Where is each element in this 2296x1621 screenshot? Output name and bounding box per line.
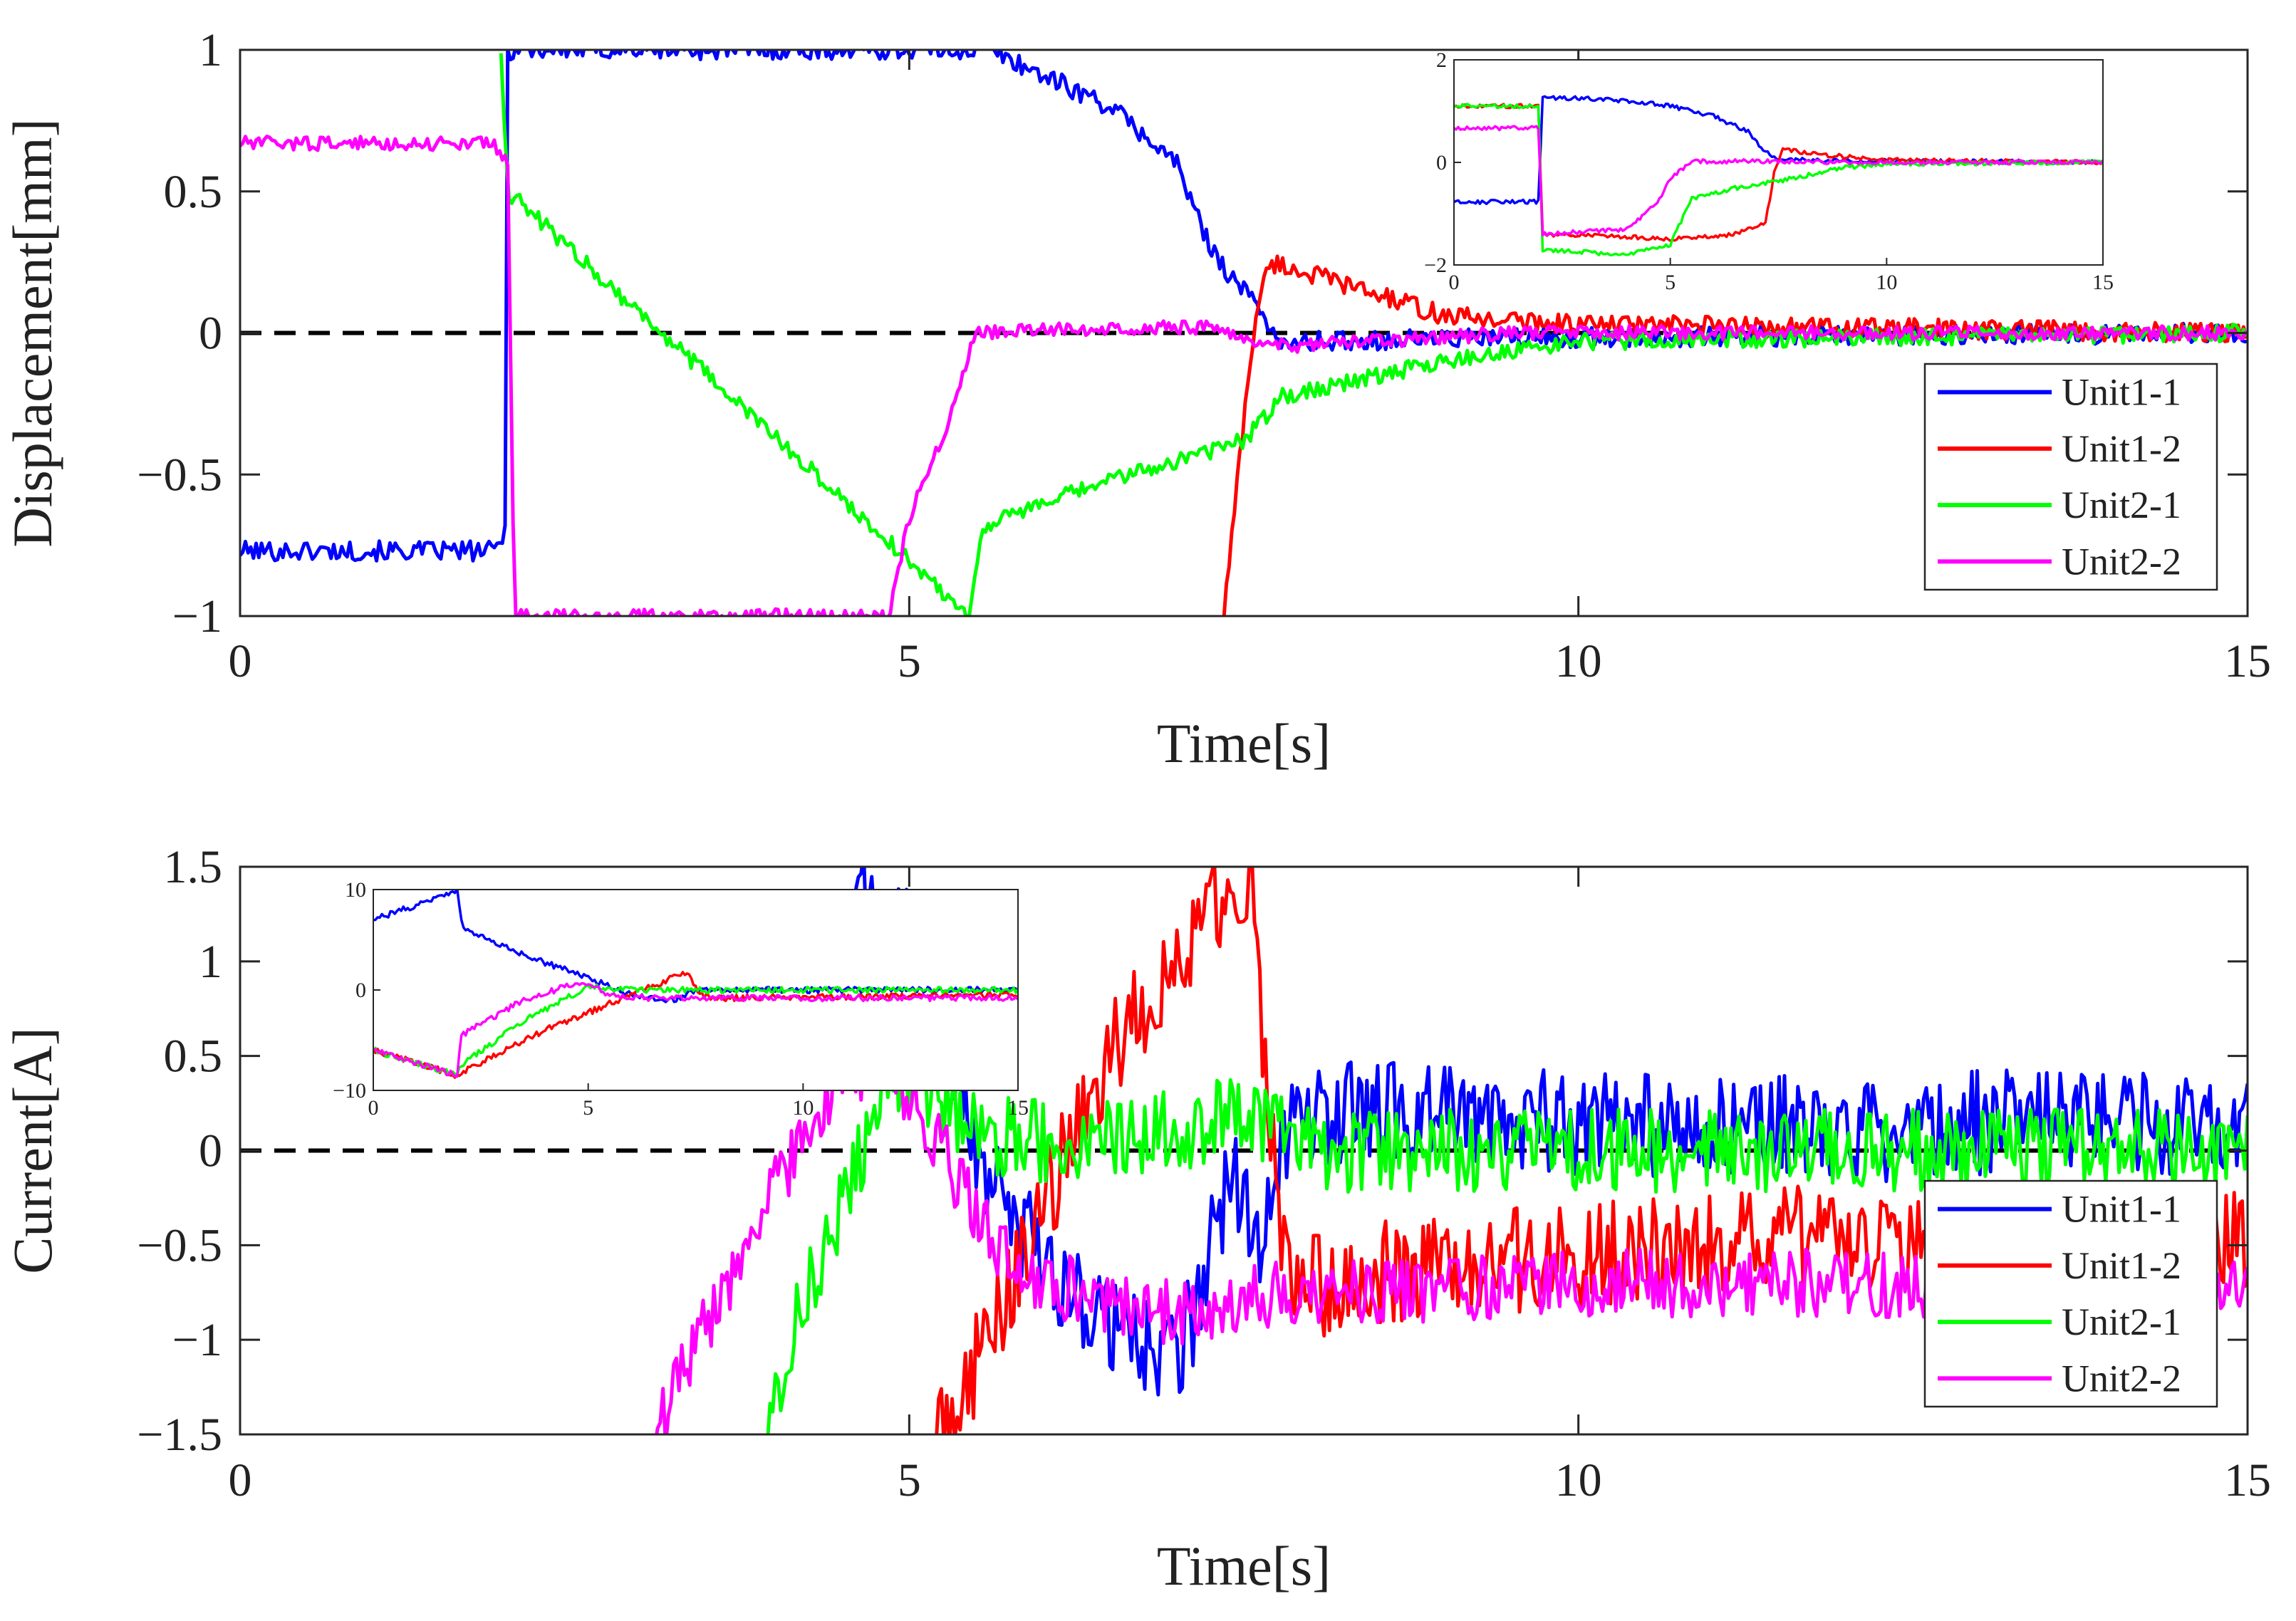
legend-label-unit2-2: Unit2-2: [2062, 540, 2181, 583]
inset-x-tick-label: 10: [792, 1096, 814, 1120]
series-line-unit2-2: [240, 135, 2248, 616]
inset-x-tick-label: 0: [1449, 271, 1460, 294]
inset-y-tick-label: 0: [1436, 151, 1447, 174]
y-tick-label: 0: [199, 308, 222, 360]
inset-x-tick-label: 5: [583, 1096, 593, 1120]
legend-label-unit1-2: Unit1-2: [2062, 427, 2181, 470]
inset-series-line-unit2-2: [373, 981, 1018, 1078]
y-tick-label: −0.5: [137, 449, 222, 501]
inset-x-tick-label: 15: [1007, 1096, 1029, 1120]
x-axis-label: Time[s]: [1157, 1535, 1331, 1597]
x-tick-label: 15: [2224, 1454, 2271, 1506]
inset-x-tick-label: 0: [368, 1096, 379, 1120]
inset-series-line-unit1-2: [373, 971, 1018, 1079]
legend-box: [1923, 363, 2218, 591]
inset-chart: 0 5 10 15−202: [1424, 48, 2114, 294]
inset-series-group: [373, 890, 1018, 1079]
series-line-unit1-1: [853, 867, 2248, 1397]
inset-y-tick-label: −10: [333, 1079, 366, 1103]
y-tick-label: 1: [199, 24, 222, 76]
inset-y-tick-label: 0: [355, 979, 366, 1002]
x-axis-label: Time[s]: [1157, 712, 1331, 774]
inset-y-tick-label: 2: [1436, 48, 1447, 72]
legend-label-unit2-1: Unit2-1: [2062, 484, 2181, 526]
legend-box: [1923, 1179, 2218, 1408]
y-tick-label: 0: [199, 1125, 222, 1177]
x-tick-label: 0: [229, 1454, 252, 1506]
legend: Unit1-1 Unit1-2 Unit2-1 Unit2-2: [1923, 1179, 2218, 1408]
legend-label-unit2-1: Unit2-1: [2062, 1301, 2181, 1343]
legend-label-unit1-1: Unit1-1: [2062, 1188, 2181, 1231]
y-tick-label: 1: [199, 936, 222, 988]
inset-x-tick-label: 5: [1665, 271, 1676, 294]
y-axis-label: Current[A]: [1, 1027, 63, 1274]
legend: Unit1-1 Unit1-2 Unit2-1 Unit2-2: [1923, 363, 2218, 591]
inset-y-tick-label: −2: [1424, 254, 1447, 277]
series-line-unit2-1: [766, 1038, 2248, 1434]
y-tick-label: 0.5: [164, 166, 223, 218]
y-tick-label: 1.5: [164, 841, 223, 893]
inset-x-tick-label: 15: [2092, 271, 2114, 294]
legend-label-unit1-1: Unit1-1: [2062, 371, 2181, 414]
y-tick-label: −1.5: [137, 1409, 222, 1461]
y-tick-label: 0.5: [164, 1031, 223, 1083]
y-tick-label: −1: [172, 1314, 222, 1366]
y-tick-label: −1: [172, 590, 222, 642]
legend-label-unit2-2: Unit2-2: [2062, 1357, 2181, 1400]
y-tick-label: −0.5: [137, 1219, 222, 1271]
inset-x-tick-label: 10: [1876, 271, 1897, 294]
legend-label-unit1-2: Unit1-2: [2062, 1244, 2181, 1287]
x-tick-label: 5: [898, 1454, 921, 1506]
inset-series-group: [1454, 95, 2103, 257]
x-tick-label: 10: [1555, 635, 1602, 687]
inset-series-line-unit2-2: [1454, 125, 2103, 237]
series-line-unit1-2: [1222, 254, 2248, 616]
y-axis-label: Displacement[mm]: [1, 118, 63, 547]
inset-y-tick-label: 10: [345, 878, 366, 902]
x-tick-label: 10: [1555, 1454, 1602, 1506]
inset-series-line-unit2-1: [373, 983, 1018, 1077]
x-tick-label: 15: [2224, 635, 2271, 687]
x-tick-label: 5: [898, 635, 921, 687]
current-chart: 0 5 10 15 −1.5 −1 −0.5 0 0.5 1 1.5 Time[s] Current[A…: [1, 841, 2271, 1597]
x-tick-label: 0: [229, 635, 252, 687]
displacement-chart: 0 5 10 15 −1 −0.5 0 0.5 1 Time[s] Displacement[mm]…: [1, 24, 2271, 774]
